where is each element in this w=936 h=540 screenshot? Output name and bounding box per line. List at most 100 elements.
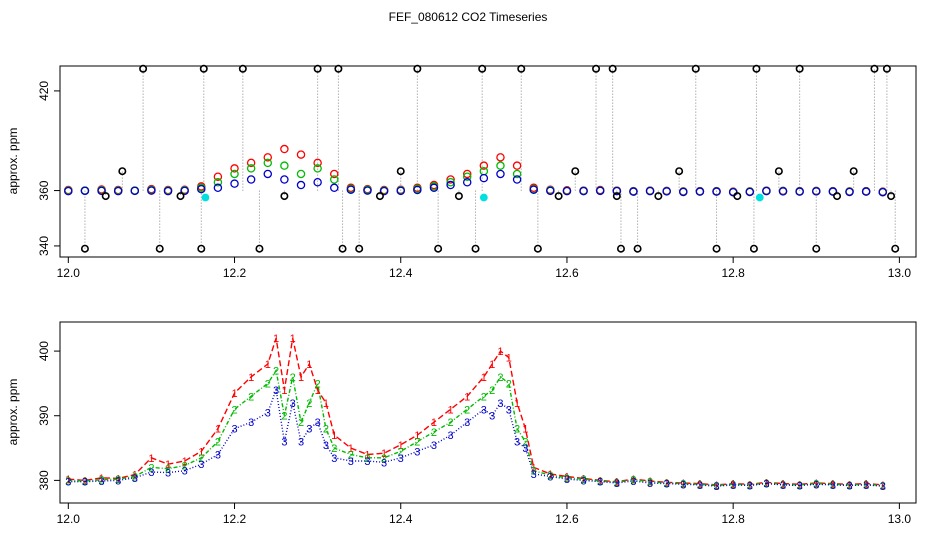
blue-point bbox=[462, 178, 472, 187]
red-series-marker: 1 bbox=[298, 372, 304, 384]
blue-series-marker: 3 bbox=[231, 424, 237, 436]
bottom-panel-y-tick-label: 400 bbox=[37, 341, 51, 361]
blue-point bbox=[280, 175, 289, 184]
blue-series-marker: 3 bbox=[614, 478, 620, 490]
black-outlier-point bbox=[592, 64, 601, 73]
blue-point bbox=[163, 186, 173, 196]
blue-series-marker: 3 bbox=[381, 457, 387, 469]
black-outlier-point bbox=[338, 244, 347, 253]
black-outlier-point bbox=[155, 244, 164, 253]
black-outlier-point bbox=[749, 244, 758, 253]
blue-series-marker: 3 bbox=[414, 446, 420, 458]
green-series-marker: 2 bbox=[581, 474, 587, 486]
green-series-marker: 2 bbox=[813, 479, 819, 491]
blue-series-marker: 3 bbox=[531, 469, 537, 481]
blue-series-marker: 3 bbox=[797, 481, 803, 493]
blue-point bbox=[263, 169, 273, 179]
blue-point bbox=[130, 186, 140, 196]
green-point bbox=[496, 161, 505, 170]
bottom-panel-ylabel: approx. ppm bbox=[6, 379, 20, 446]
red-series-marker: 1 bbox=[614, 477, 620, 489]
red-point bbox=[479, 161, 489, 170]
black-outlier-point bbox=[812, 244, 821, 253]
green-point bbox=[296, 169, 306, 179]
black-outlier-point bbox=[675, 167, 684, 176]
green-series-marker: 2 bbox=[564, 473, 570, 485]
bottom-panel-x-axis: 12.0 12.2 12.4 12.6 12.8 13.0 bbox=[57, 503, 911, 526]
red-point bbox=[462, 169, 472, 179]
blue-point bbox=[80, 186, 90, 196]
blue-point bbox=[529, 185, 538, 194]
blue-point bbox=[512, 175, 522, 184]
red-point bbox=[313, 158, 322, 168]
red-series-marker: 1 bbox=[315, 385, 321, 397]
top-panel-x-tick-label: 12.4 bbox=[389, 266, 413, 280]
red-series-marker: 1 bbox=[747, 479, 753, 491]
black-outlier-point bbox=[733, 192, 742, 201]
red-series-marker: 1 bbox=[182, 456, 188, 468]
black-outlier-point bbox=[255, 244, 264, 253]
red-series-marker: 1 bbox=[306, 359, 312, 371]
blue-point bbox=[828, 187, 838, 196]
blue-point bbox=[562, 186, 572, 196]
green-series-marker: 2 bbox=[323, 424, 329, 436]
bottom-panel-x-tick-label: 12.2 bbox=[223, 512, 247, 526]
red-series-marker: 1 bbox=[581, 473, 587, 485]
blue-series-marker: 3 bbox=[306, 424, 312, 436]
green-series-marker: 2 bbox=[65, 475, 71, 487]
blue-series-marker: 3 bbox=[65, 477, 71, 489]
green-series-marker: 2 bbox=[863, 479, 869, 491]
green-series-marker: 2 bbox=[780, 479, 786, 491]
blue-series-marker: 3 bbox=[132, 473, 138, 485]
top-panel-x-tick-label: 12.6 bbox=[555, 266, 579, 280]
green-point bbox=[446, 178, 455, 187]
blue-point bbox=[64, 186, 73, 196]
red-series-marker: 1 bbox=[414, 430, 420, 442]
green-series-marker: 2 bbox=[763, 478, 769, 490]
green-series-marker: 2 bbox=[414, 437, 420, 449]
top-panel-x-tick-label: 12.0 bbox=[57, 266, 81, 280]
blue-series-marker: 3 bbox=[880, 481, 886, 493]
green-point bbox=[462, 172, 472, 181]
blue-point bbox=[845, 187, 854, 197]
blue-point bbox=[230, 179, 239, 188]
green-series-marker: 2 bbox=[273, 365, 279, 377]
green-series-marker: 2 bbox=[115, 474, 121, 486]
green-series-marker: 2 bbox=[265, 378, 271, 390]
green-series-marker: 2 bbox=[148, 462, 154, 474]
green-series-marker: 2 bbox=[198, 453, 204, 465]
green-point bbox=[512, 169, 522, 179]
red-point bbox=[213, 172, 223, 181]
red-series-marker: 1 bbox=[273, 333, 279, 345]
bottom-panel-y-tick-label: 390 bbox=[37, 405, 51, 425]
red-series-marker: 1 bbox=[680, 478, 686, 490]
green-series-marker: 2 bbox=[489, 385, 495, 397]
green-series-marker: 2 bbox=[522, 437, 528, 449]
blue-series-marker: 3 bbox=[290, 398, 296, 410]
black-outlier-point bbox=[517, 64, 526, 73]
blue-series-marker: 3 bbox=[581, 475, 587, 487]
blue-point bbox=[861, 187, 871, 196]
green-series-marker: 2 bbox=[880, 481, 886, 493]
red-series-marker: 1 bbox=[830, 479, 836, 491]
blue-point bbox=[695, 187, 705, 196]
black-outlier-point bbox=[887, 192, 896, 201]
cyan-point bbox=[201, 193, 210, 202]
blue-series-marker: 3 bbox=[165, 468, 171, 480]
blue-series-line bbox=[68, 387, 883, 487]
green-point bbox=[230, 169, 239, 179]
green-series-marker: 2 bbox=[398, 446, 404, 458]
red-series-marker: 1 bbox=[348, 443, 354, 455]
black-outlier-point bbox=[396, 167, 405, 176]
blue-series-marker: 3 bbox=[747, 481, 753, 493]
blue-point bbox=[579, 186, 588, 196]
bottom-panel-x-tick-label: 12.8 bbox=[721, 512, 745, 526]
green-series-marker: 2 bbox=[331, 443, 337, 455]
red-series-marker: 1 bbox=[564, 471, 570, 483]
green-series-marker: 2 bbox=[506, 378, 512, 390]
green-series-marker: 2 bbox=[647, 477, 653, 489]
black-outlier-point bbox=[118, 167, 127, 176]
